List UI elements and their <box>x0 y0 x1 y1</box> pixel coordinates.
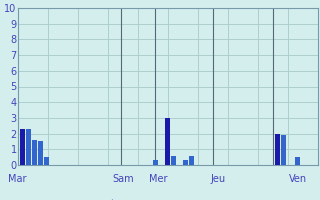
Text: Ven: Ven <box>289 174 307 184</box>
Bar <box>165 118 170 165</box>
Text: Mar: Mar <box>8 174 26 184</box>
Bar <box>275 134 280 165</box>
Bar <box>171 156 176 165</box>
Text: Mer: Mer <box>149 174 167 184</box>
Bar <box>26 129 31 165</box>
Bar <box>183 160 188 165</box>
Bar <box>281 135 286 165</box>
Bar <box>153 160 158 165</box>
Bar <box>44 157 49 165</box>
Bar <box>295 157 300 165</box>
Bar <box>38 141 43 165</box>
Bar <box>189 156 194 165</box>
Text: Sam: Sam <box>112 174 134 184</box>
Bar <box>20 129 25 165</box>
Text: Jeu: Jeu <box>211 174 226 184</box>
Bar <box>32 140 37 165</box>
